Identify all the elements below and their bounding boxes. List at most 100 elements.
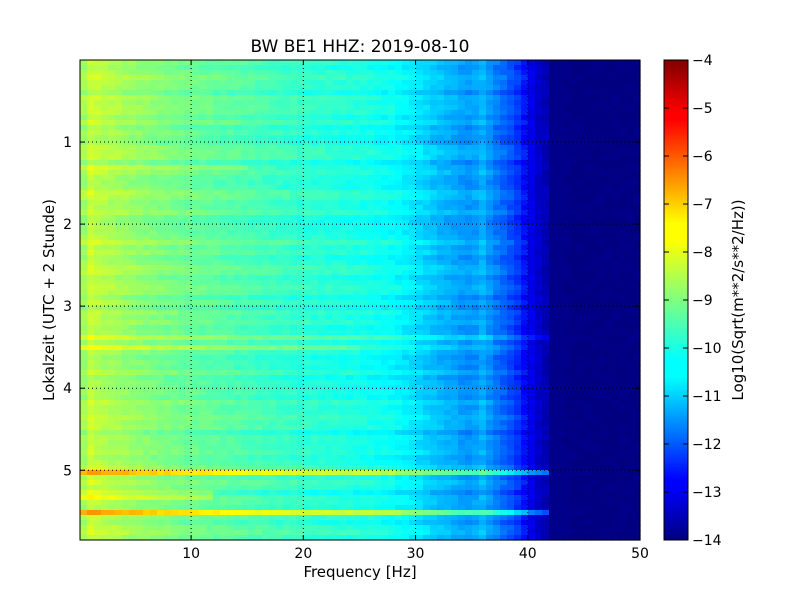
- heatmap-cell: [269, 280, 277, 286]
- heatmap-cell: [528, 295, 536, 301]
- heatmap-cell: [465, 180, 473, 186]
- heatmap-cell: [416, 135, 424, 141]
- heatmap-cell: [598, 160, 606, 166]
- heatmap-cell: [563, 135, 571, 141]
- heatmap-cell: [353, 245, 361, 251]
- heatmap-cell: [556, 100, 564, 106]
- heatmap-cell: [409, 365, 417, 371]
- heatmap-cell: [619, 260, 627, 266]
- heatmap-cell: [430, 200, 438, 206]
- heatmap-cell: [626, 140, 634, 146]
- heatmap-cell: [437, 315, 445, 321]
- heatmap-cell: [395, 115, 403, 121]
- heatmap-cell: [297, 175, 305, 181]
- heatmap-cell: [164, 75, 172, 81]
- heatmap-cell: [507, 240, 515, 246]
- heatmap-cell: [101, 195, 109, 201]
- heatmap-cell: [402, 330, 410, 336]
- heatmap-cell: [633, 305, 641, 311]
- heatmap-cell: [325, 285, 333, 291]
- heatmap-cell: [493, 350, 501, 356]
- heatmap-cell: [535, 100, 543, 106]
- heatmap-cell: [108, 260, 116, 266]
- heatmap-cell: [437, 235, 445, 241]
- heatmap-cell: [591, 120, 599, 126]
- heatmap-cell: [493, 265, 501, 271]
- heatmap-cell: [549, 290, 557, 296]
- heatmap-cell: [297, 350, 305, 356]
- heatmap-cell: [241, 90, 249, 96]
- heatmap-cell: [325, 290, 333, 296]
- heatmap-cell: [80, 325, 88, 331]
- heatmap-cell: [311, 315, 319, 321]
- heatmap-cell: [290, 110, 298, 116]
- heatmap-cell: [297, 225, 305, 231]
- heatmap-cell: [444, 215, 452, 221]
- heatmap-cell: [108, 115, 116, 121]
- heatmap-cell: [493, 85, 501, 91]
- heatmap-cell: [143, 305, 151, 311]
- heatmap-cell: [227, 105, 235, 111]
- heatmap-cell: [101, 155, 109, 161]
- heatmap-cell: [507, 260, 515, 266]
- heatmap-cell: [521, 65, 529, 71]
- heatmap-cell: [430, 75, 438, 81]
- heatmap-cell: [493, 125, 501, 131]
- heatmap-cell: [388, 330, 396, 336]
- heatmap-cell: [416, 130, 424, 136]
- heatmap-cell: [227, 175, 235, 181]
- heatmap-cell: [605, 355, 613, 361]
- heatmap-cell: [234, 100, 242, 106]
- heatmap-cell: [171, 150, 179, 156]
- heatmap-cell: [444, 295, 452, 301]
- heatmap-cell: [276, 70, 284, 76]
- heatmap-cell: [472, 320, 480, 326]
- heatmap-cell: [241, 315, 249, 321]
- heatmap-cell: [528, 105, 536, 111]
- heatmap-cell: [416, 365, 424, 371]
- heatmap-cell: [528, 355, 536, 361]
- heatmap-cell: [374, 115, 382, 121]
- heatmap-cell: [556, 105, 564, 111]
- heatmap-cell: [458, 300, 466, 306]
- heatmap-cell: [87, 220, 95, 226]
- heatmap-cell: [626, 260, 634, 266]
- heatmap-cell: [598, 315, 606, 321]
- heatmap-cell: [528, 330, 536, 336]
- heatmap-cell: [542, 265, 550, 271]
- heatmap-cell: [521, 135, 529, 141]
- heatmap-cell: [129, 365, 137, 371]
- heatmap-cell: [115, 325, 123, 331]
- heatmap-cell: [332, 70, 340, 76]
- heatmap-cell: [367, 225, 375, 231]
- heatmap-cell: [402, 305, 410, 311]
- heatmap-cell: [297, 245, 305, 251]
- heatmap-cell: [143, 180, 151, 186]
- heatmap-cell: [94, 180, 102, 186]
- heatmap-cell: [325, 70, 333, 76]
- heatmap-cell: [80, 155, 88, 161]
- heatmap-cell: [395, 295, 403, 301]
- heatmap-cell: [416, 255, 424, 261]
- heatmap-cell: [493, 95, 501, 101]
- heatmap-cell: [157, 185, 165, 191]
- heatmap-cell: [388, 75, 396, 81]
- heatmap-cell: [465, 300, 473, 306]
- heatmap-cell: [129, 165, 137, 171]
- heatmap-cell: [108, 190, 116, 196]
- heatmap-cell: [339, 245, 347, 251]
- heatmap-cell: [157, 230, 165, 236]
- heatmap-cell: [577, 130, 585, 136]
- heatmap-cell: [360, 150, 368, 156]
- heatmap-cell: [171, 245, 179, 251]
- heatmap-cell: [80, 145, 88, 151]
- heatmap-cell: [409, 355, 417, 361]
- heatmap-cell: [591, 105, 599, 111]
- heatmap-cell: [360, 325, 368, 331]
- heatmap-cell: [458, 305, 466, 311]
- heatmap-cell: [185, 165, 193, 171]
- heatmap-cell: [143, 270, 151, 276]
- heatmap-cell: [430, 345, 438, 351]
- heatmap-cell: [227, 345, 235, 351]
